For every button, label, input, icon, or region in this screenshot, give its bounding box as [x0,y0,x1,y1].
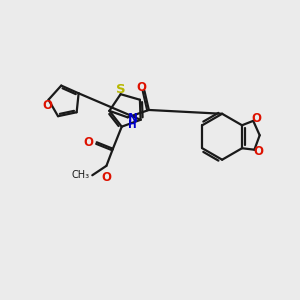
Text: N: N [128,112,138,125]
Text: O: O [101,171,111,184]
Text: S: S [116,83,125,96]
Text: O: O [83,136,93,149]
Text: CH₃: CH₃ [71,170,89,180]
Text: O: O [43,98,52,112]
Text: O: O [253,145,263,158]
Text: H: H [128,120,137,130]
Text: O: O [252,112,262,125]
Text: O: O [136,81,146,94]
